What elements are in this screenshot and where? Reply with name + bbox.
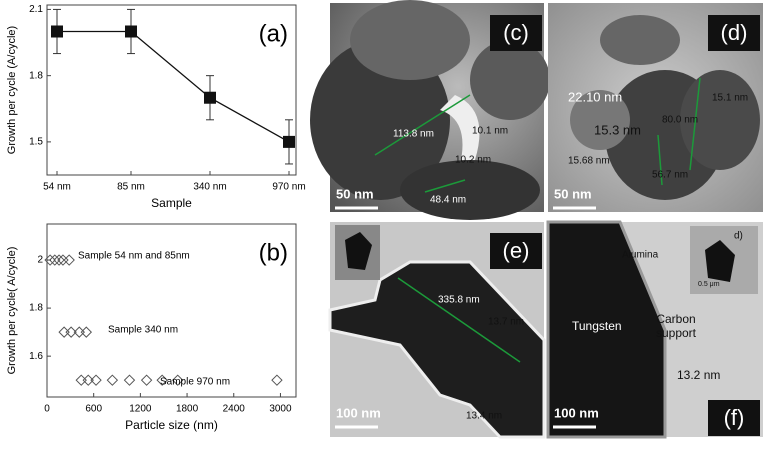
- x-axis-label: Particle size (nm): [125, 418, 218, 432]
- y-tick-label: 2: [37, 255, 43, 266]
- annotation: Alumina: [622, 250, 659, 261]
- plot-frame: [46, 223, 297, 398]
- panel-label-box: [708, 400, 760, 436]
- scale-bar-label: 100 nm: [336, 405, 381, 420]
- marker: [156, 374, 168, 386]
- x-tick-label: 85 nm: [117, 182, 145, 193]
- y-tick-label: 1.6: [29, 351, 43, 362]
- annotation: 56.7 nm: [652, 170, 688, 181]
- annotation: 80.0 nm: [662, 115, 698, 126]
- y-tick-label: 2.1: [29, 4, 43, 15]
- x-tick-label: 1800: [176, 404, 199, 415]
- marker: [58, 326, 70, 338]
- marker: [82, 374, 94, 386]
- y-tick-label: 1.5: [29, 137, 43, 148]
- marker: [65, 326, 77, 338]
- marker: [75, 374, 87, 386]
- data-line: [57, 30, 290, 143]
- marker: [271, 374, 283, 386]
- panel-label: (f): [724, 405, 745, 430]
- annotation: 13.7 nm: [488, 317, 524, 328]
- annotation: 13.4 nm: [466, 411, 502, 422]
- panel-label-box: [708, 15, 760, 51]
- marker: [123, 374, 136, 386]
- x-axis-label: Sample: [151, 196, 192, 210]
- marker: [125, 25, 137, 38]
- y-axis-label: Growth per cycle( A/cycle): [6, 247, 18, 375]
- marker: [53, 254, 65, 266]
- marker: [49, 254, 61, 266]
- panel-label: (c): [503, 20, 529, 45]
- annotation: 13.2 nm: [677, 368, 720, 382]
- marker: [140, 374, 153, 386]
- annotation: 10.1 nm: [472, 126, 508, 137]
- y-axis-label: Growth per cycle (A/cycle): [6, 26, 18, 154]
- marker: [44, 254, 56, 266]
- y-tick-label: 1.8: [29, 70, 43, 81]
- marker: [90, 374, 102, 386]
- marker: [283, 135, 295, 148]
- scale-bar-label: 50 nm: [554, 186, 592, 201]
- annotation: 113.8 nm: [393, 129, 434, 140]
- panel-label: (a): [259, 20, 288, 47]
- panel-label: (b): [259, 239, 288, 266]
- marker: [63, 254, 75, 266]
- marker: [204, 91, 216, 104]
- panel-label-box: [490, 233, 542, 269]
- x-tick-label: 2400: [223, 404, 246, 415]
- x-tick-label: 1200: [129, 404, 152, 415]
- annotation: 22.10 nm: [568, 89, 622, 104]
- annotation: 15.1 nm: [712, 93, 748, 104]
- panel-label: (e): [503, 238, 530, 263]
- scale-bar-label: 100 nm: [554, 405, 599, 420]
- marker: [80, 326, 93, 338]
- marker: [51, 25, 63, 38]
- plot-frame: [46, 4, 297, 176]
- panel-label-box: [490, 15, 542, 51]
- annotation: d): [734, 231, 743, 242]
- annotation: 0.5 μm: [698, 281, 720, 288]
- annotation: Carbon support: [656, 312, 697, 340]
- x-tick-label: 3000: [269, 404, 292, 415]
- annotation: 10.2 nm: [455, 155, 491, 166]
- x-tick-label: 970 nm: [272, 182, 305, 193]
- marker: [106, 374, 119, 386]
- x-tick-label: 0: [44, 404, 50, 415]
- scale-bar-label: 50 nm: [336, 186, 374, 201]
- x-tick-label: 600: [85, 404, 102, 415]
- x-tick-label: 54 nm: [43, 182, 71, 193]
- annotation: 15.68 nm: [568, 156, 610, 167]
- annotation: Sample 970 nm: [160, 377, 230, 388]
- annotation: Sample 340 nm: [108, 325, 178, 336]
- marker: [172, 374, 184, 386]
- y-tick-label: 1.8: [29, 303, 43, 314]
- annotation: Tungsten: [572, 319, 622, 333]
- x-tick-label: 340 nm: [193, 182, 226, 193]
- annotation: 335.8 nm: [438, 295, 480, 306]
- annotation: 48.4 nm: [430, 195, 466, 206]
- annotation: Sample 54 nm and 85nm: [78, 251, 190, 262]
- panel-label: (d): [721, 20, 748, 45]
- annotation: 15.3 nm: [594, 122, 641, 137]
